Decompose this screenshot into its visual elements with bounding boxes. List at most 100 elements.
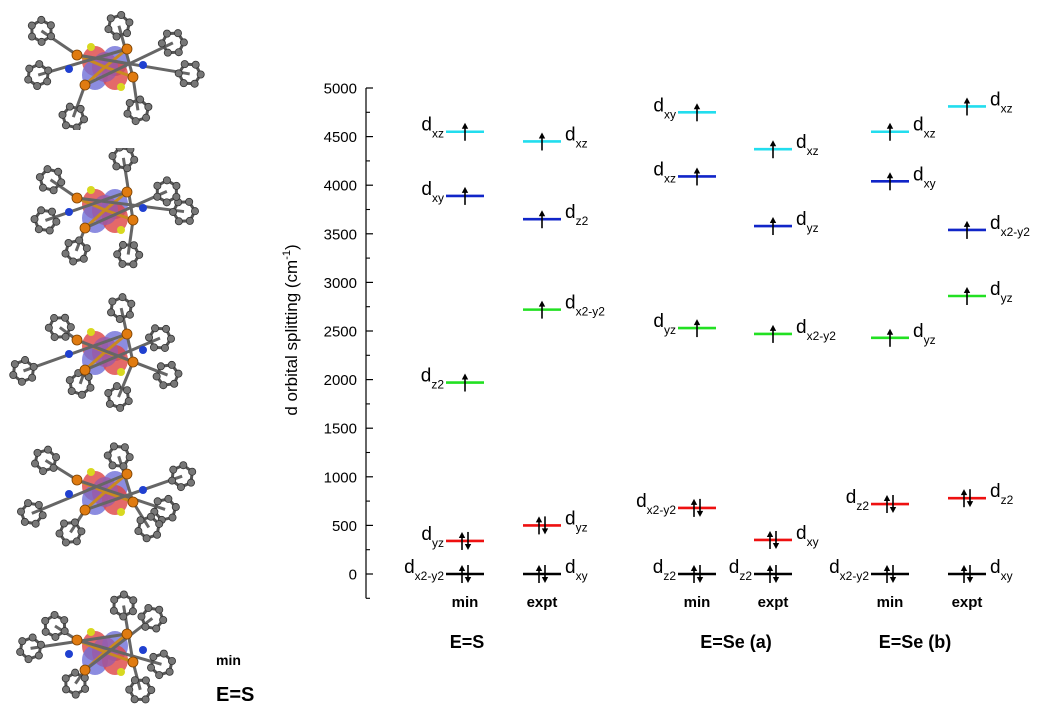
carbon-atom — [190, 207, 199, 216]
carbon-atom — [46, 21, 55, 30]
spin-up-arrowhead — [693, 319, 701, 326]
energy-level: dxz — [948, 89, 1013, 116]
carbon-atom — [144, 604, 153, 613]
carbon-atom — [39, 467, 48, 476]
spin-up-arrowhead — [960, 489, 968, 496]
orbital-label: dyz — [913, 321, 936, 347]
orbital-label: dz2 — [653, 557, 677, 583]
carbon-atom — [112, 382, 121, 391]
y-tick-label: 1500 — [324, 421, 357, 438]
carbon-atom — [156, 362, 165, 371]
carbon-atom — [112, 32, 121, 41]
carbon-atom — [10, 360, 19, 369]
energy-level: dz2 — [948, 481, 1014, 508]
carbon-atom — [118, 293, 127, 302]
carbon-atom — [78, 390, 87, 399]
group-label: E=Se (b) — [879, 632, 952, 652]
carbon-atom — [127, 299, 136, 308]
y-tick-label: 1000 — [324, 469, 357, 486]
spin-down-arrowhead — [772, 577, 780, 583]
carbon-atom — [71, 668, 80, 677]
carbon-atom — [174, 217, 183, 226]
carbon-atom — [116, 403, 125, 412]
carbon-atom — [174, 48, 183, 57]
energy-level: dyz — [948, 279, 1013, 306]
carbon-atom — [34, 225, 43, 234]
carbon-atom — [164, 494, 173, 503]
carbon-atom — [113, 250, 122, 259]
carbon-atom — [129, 241, 138, 250]
carbon-atom — [173, 29, 182, 38]
carbon-atom — [118, 240, 127, 249]
carbon-atom — [105, 399, 114, 408]
orbital-label: dxy — [653, 95, 676, 121]
carbon-atom — [159, 649, 168, 658]
carbon-atom — [47, 32, 56, 41]
orbital-label: dyz — [421, 524, 444, 550]
molecule-bonds — [16, 442, 197, 547]
spin-up-arrowhead — [769, 140, 777, 147]
carbon-atom — [104, 389, 113, 398]
carbon-atom — [159, 616, 168, 625]
carbon-atom — [146, 512, 155, 521]
carbon-atom — [171, 503, 180, 512]
orbital-group: dxzdxydyzdz2dx2-y2mindxzdx2-y2dyzdz2dxye… — [829, 89, 1030, 652]
carbon-atom — [106, 14, 115, 23]
carbon-atom — [41, 616, 50, 625]
carbon-atom — [168, 513, 177, 522]
spin-up-arrowhead — [461, 122, 469, 129]
carbon-atom — [190, 79, 199, 88]
carbon-atom — [174, 369, 183, 378]
carbon-atom — [67, 386, 76, 395]
phosphorus-atom — [127, 496, 139, 508]
side-label-group: E=S — [216, 684, 255, 706]
carbon-atom — [160, 343, 169, 352]
ligand-bond — [117, 361, 135, 398]
carbon-atom — [55, 529, 64, 538]
carbon-atom — [24, 75, 33, 84]
sulfur-atom — [117, 83, 125, 91]
carbon-atom — [108, 297, 117, 306]
spin-up-arrowhead — [461, 373, 469, 380]
orbital-label: dxz — [421, 115, 444, 141]
carbon-atom — [33, 448, 42, 457]
carbon-atom — [162, 176, 171, 185]
carbon-atom — [34, 651, 43, 660]
carbon-atom — [109, 606, 118, 615]
carbon-atom — [18, 637, 27, 646]
carbon-atom — [49, 186, 58, 195]
carbon-atom — [65, 376, 74, 385]
phosphorus-atom — [71, 474, 83, 486]
spin-up-arrowhead — [458, 531, 466, 538]
carbon-atom — [34, 500, 43, 509]
phosphorus-atom — [127, 356, 139, 368]
y-tick-label: 500 — [332, 518, 357, 535]
carbon-atom — [152, 372, 161, 381]
spin-up-arrowhead — [461, 186, 469, 193]
spin-up-arrowhead — [538, 210, 546, 217]
carbon-atom — [185, 216, 194, 225]
spin-up-arrowhead — [690, 565, 698, 571]
carbon-atom — [28, 633, 37, 642]
spin-down-arrowhead — [541, 577, 549, 583]
energy-level: dxz — [421, 115, 484, 141]
energy-level: dz2 — [523, 202, 589, 229]
carbon-atom — [37, 206, 46, 215]
y-tick-label: 4500 — [324, 129, 357, 146]
ligand-bond — [84, 617, 154, 672]
carbon-atom — [129, 260, 138, 269]
carbon-atom — [167, 656, 176, 665]
orbital-label: dxy — [913, 164, 936, 190]
carbon-atom — [60, 627, 69, 636]
energy-level: dx2-y2 — [829, 557, 909, 583]
carbon-atom — [115, 315, 124, 324]
nitrogen-atom — [65, 490, 73, 498]
carbon-atom — [134, 527, 143, 536]
spin-up-arrowhead — [535, 516, 543, 523]
spin-up-arrowhead — [963, 287, 971, 294]
spin-up-arrowhead — [535, 565, 543, 571]
carbon-atom — [50, 610, 59, 619]
carbon-atom — [174, 69, 183, 78]
orbital-label: dx2-y2 — [796, 317, 836, 343]
